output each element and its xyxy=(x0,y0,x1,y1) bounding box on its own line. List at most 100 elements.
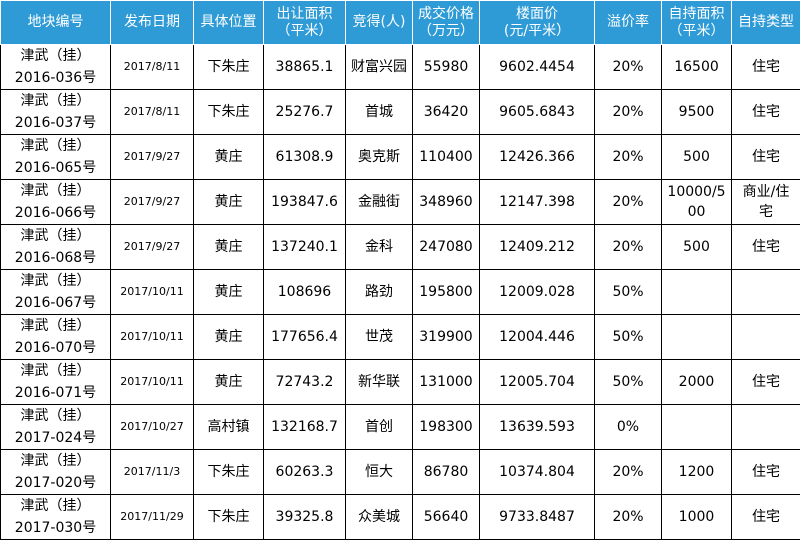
area-cell: 38865.1 xyxy=(264,45,346,90)
location-cell: 下朱庄 xyxy=(194,90,264,135)
release-date-cell: 2017/9/27 xyxy=(111,135,194,180)
table-row: 津武（挂）2016-036号 2017/8/11 下朱庄 38865.1 财富兴… xyxy=(1,45,800,90)
premium-rate-cell: 20% xyxy=(595,225,662,270)
floor-price-cell: 12009.028 xyxy=(480,270,595,315)
winner-cell: 路劲 xyxy=(346,270,413,315)
self-hold-area-cell: 1000 xyxy=(662,495,732,540)
self-hold-type-cell: 住宅 xyxy=(732,495,800,540)
winner-cell: 首创 xyxy=(346,405,413,450)
floor-price-cell: 9602.4454 xyxy=(480,45,595,90)
release-date-cell: 2017/10/27 xyxy=(111,405,194,450)
premium-rate-cell: 20% xyxy=(595,135,662,180)
winner-cell: 金科 xyxy=(346,225,413,270)
self-hold-area-cell xyxy=(662,315,732,360)
premium-rate-cell: 20% xyxy=(595,495,662,540)
location-cell: 黄庄 xyxy=(194,135,264,180)
location-cell: 黄庄 xyxy=(194,360,264,405)
table-row: 津武（挂）2016-068号 2017/9/27 黄庄 137240.1 金科 … xyxy=(1,225,800,270)
table-row: 津武（挂）2016-066号 2017/9/27 黄庄 193847.6 金融街… xyxy=(1,180,800,225)
table-row: 津武（挂）2016-067号 2017/10/11 黄庄 108696 路劲 1… xyxy=(1,270,800,315)
table-row: 津武（挂）2016-070号 2017/10/11 黄庄 177656.4 世茂… xyxy=(1,315,800,360)
location-cell: 黄庄 xyxy=(194,315,264,360)
floor-price-cell: 9605.6843 xyxy=(480,90,595,135)
release-date-cell: 2017/10/11 xyxy=(111,270,194,315)
header-area: 出让面积（平米） xyxy=(264,1,346,45)
premium-rate-cell: 50% xyxy=(595,360,662,405)
winner-cell: 众美城 xyxy=(346,495,413,540)
plot-id-cell: 津武（挂）2017-020号 xyxy=(1,450,111,495)
header-floor-price: 楼面价(元/平米） xyxy=(480,1,595,45)
self-hold-area-cell: 1200 xyxy=(662,450,732,495)
self-hold-type-cell: 住宅 xyxy=(732,225,800,270)
location-cell: 高村镇 xyxy=(194,405,264,450)
price-cell: 348960 xyxy=(413,180,480,225)
floor-price-cell: 12004.446 xyxy=(480,315,595,360)
self-hold-area-cell: 16500 xyxy=(662,45,732,90)
winner-cell: 财富兴园 xyxy=(346,45,413,90)
header-plot-id: 地块编号 xyxy=(1,1,111,45)
release-date-cell: 2017/10/11 xyxy=(111,315,194,360)
header-release-date: 发布日期 xyxy=(111,1,194,45)
self-hold-area-cell: 500 xyxy=(662,225,732,270)
winner-cell: 奥克斯 xyxy=(346,135,413,180)
price-cell: 56640 xyxy=(413,495,480,540)
floor-price-cell: 12147.398 xyxy=(480,180,595,225)
area-cell: 132168.7 xyxy=(264,405,346,450)
release-date-cell: 2017/11/3 xyxy=(111,450,194,495)
self-hold-type-cell: 商业/住宅 xyxy=(732,180,800,225)
self-hold-type-cell: 住宅 xyxy=(732,135,800,180)
self-hold-type-cell xyxy=(732,270,800,315)
floor-price-cell: 12426.366 xyxy=(480,135,595,180)
winner-cell: 金融街 xyxy=(346,180,413,225)
premium-rate-cell: 50% xyxy=(595,270,662,315)
table-header: 地块编号 发布日期 具体位置 出让面积（平米） 竞得(人) 成交价格（万元） 楼… xyxy=(1,1,800,45)
release-date-cell: 2017/8/11 xyxy=(111,90,194,135)
area-cell: 137240.1 xyxy=(264,225,346,270)
price-cell: 319900 xyxy=(413,315,480,360)
table-row: 津武（挂）2017-020号 2017/11/3 下朱庄 60263.3 恒大 … xyxy=(1,450,800,495)
area-cell: 25276.7 xyxy=(264,90,346,135)
self-hold-type-cell: 住宅 xyxy=(732,90,800,135)
price-cell: 86780 xyxy=(413,450,480,495)
area-cell: 177656.4 xyxy=(264,315,346,360)
header-winner: 竞得(人) xyxy=(346,1,413,45)
plot-id-cell: 津武（挂）2016-070号 xyxy=(1,315,111,360)
header-premium-rate: 溢价率 xyxy=(595,1,662,45)
self-hold-area-cell: 9500 xyxy=(662,90,732,135)
plot-id-cell: 津武（挂）2016-071号 xyxy=(1,360,111,405)
winner-cell: 恒大 xyxy=(346,450,413,495)
area-cell: 60263.3 xyxy=(264,450,346,495)
location-cell: 下朱庄 xyxy=(194,495,264,540)
floor-price-cell: 12005.704 xyxy=(480,360,595,405)
header-price: 成交价格（万元） xyxy=(413,1,480,45)
table-row: 津武（挂）2016-065号 2017/9/27 黄庄 61308.9 奥克斯 … xyxy=(1,135,800,180)
release-date-cell: 2017/9/27 xyxy=(111,225,194,270)
table-row: 津武（挂）2016-037号 2017/8/11 下朱庄 25276.7 首城 … xyxy=(1,90,800,135)
price-cell: 36420 xyxy=(413,90,480,135)
premium-rate-cell: 0% xyxy=(595,405,662,450)
table-row: 津武（挂）2017-030号 2017/11/29 下朱庄 39325.8 众美… xyxy=(1,495,800,540)
area-cell: 39325.8 xyxy=(264,495,346,540)
area-cell: 193847.6 xyxy=(264,180,346,225)
area-cell: 108696 xyxy=(264,270,346,315)
area-cell: 72743.2 xyxy=(264,360,346,405)
winner-cell: 首城 xyxy=(346,90,413,135)
premium-rate-cell: 20% xyxy=(595,45,662,90)
premium-rate-cell: 20% xyxy=(595,450,662,495)
plot-id-cell: 津武（挂）2017-030号 xyxy=(1,495,111,540)
floor-price-cell: 10374.804 xyxy=(480,450,595,495)
header-self-hold-type: 自持类型 xyxy=(732,1,800,45)
plot-id-cell: 津武（挂）2017-024号 xyxy=(1,405,111,450)
floor-price-cell: 12409.212 xyxy=(480,225,595,270)
plot-id-cell: 津武（挂）2016-065号 xyxy=(1,135,111,180)
plot-id-cell: 津武（挂）2016-068号 xyxy=(1,225,111,270)
floor-price-cell: 9733.8487 xyxy=(480,495,595,540)
table-row: 津武（挂）2017-024号 2017/10/27 高村镇 132168.7 首… xyxy=(1,405,800,450)
table-body: 津武（挂）2016-036号 2017/8/11 下朱庄 38865.1 财富兴… xyxy=(1,45,800,540)
location-cell: 下朱庄 xyxy=(194,45,264,90)
self-hold-area-cell: 500 xyxy=(662,135,732,180)
release-date-cell: 2017/10/11 xyxy=(111,360,194,405)
floor-price-cell: 13639.593 xyxy=(480,405,595,450)
